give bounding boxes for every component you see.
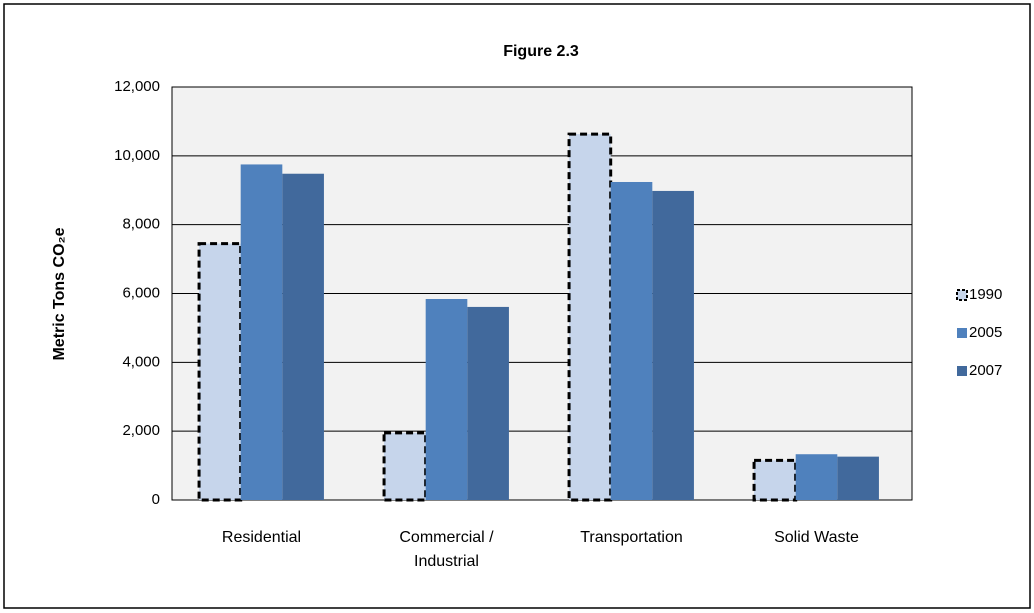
bar bbox=[837, 456, 879, 500]
bar bbox=[795, 454, 838, 500]
plot-border bbox=[171, 86, 913, 501]
bar bbox=[467, 306, 509, 500]
bar bbox=[197, 242, 243, 502]
legend-label: 2005 bbox=[969, 324, 1002, 341]
x-tick-label: Residential bbox=[221, 529, 302, 546]
legend-swatch bbox=[957, 366, 967, 376]
bar bbox=[652, 190, 694, 500]
x-tick-label: Commercial / Industrial bbox=[399, 529, 494, 570]
legend-swatch bbox=[957, 328, 967, 338]
bar bbox=[382, 431, 428, 502]
legend-swatch bbox=[956, 289, 968, 301]
legend-label: 1990 bbox=[969, 286, 1002, 303]
y-tick-label: 12,000 bbox=[114, 78, 160, 95]
y-tick-label: 4,000 bbox=[122, 353, 160, 370]
x-tick-label: Transportation bbox=[580, 529, 683, 546]
y-tick-label: 8,000 bbox=[122, 216, 160, 233]
bar bbox=[240, 164, 283, 500]
y-tick-label: 2,000 bbox=[122, 422, 160, 439]
y-axis-label: Metric Tons CO₂e bbox=[51, 227, 68, 360]
bar bbox=[752, 458, 798, 502]
y-tick-label: 0 bbox=[152, 491, 160, 508]
x-tick-label: Solid Waste bbox=[774, 529, 859, 546]
bar bbox=[282, 173, 324, 501]
y-tick-label: 10,000 bbox=[114, 147, 160, 164]
chart-title: Figure 2.3 bbox=[503, 43, 579, 60]
bar bbox=[425, 299, 468, 500]
bar bbox=[567, 132, 613, 502]
bar bbox=[610, 181, 653, 501]
legend-label: 2007 bbox=[969, 362, 1002, 379]
y-tick-label: 6,000 bbox=[122, 284, 160, 301]
